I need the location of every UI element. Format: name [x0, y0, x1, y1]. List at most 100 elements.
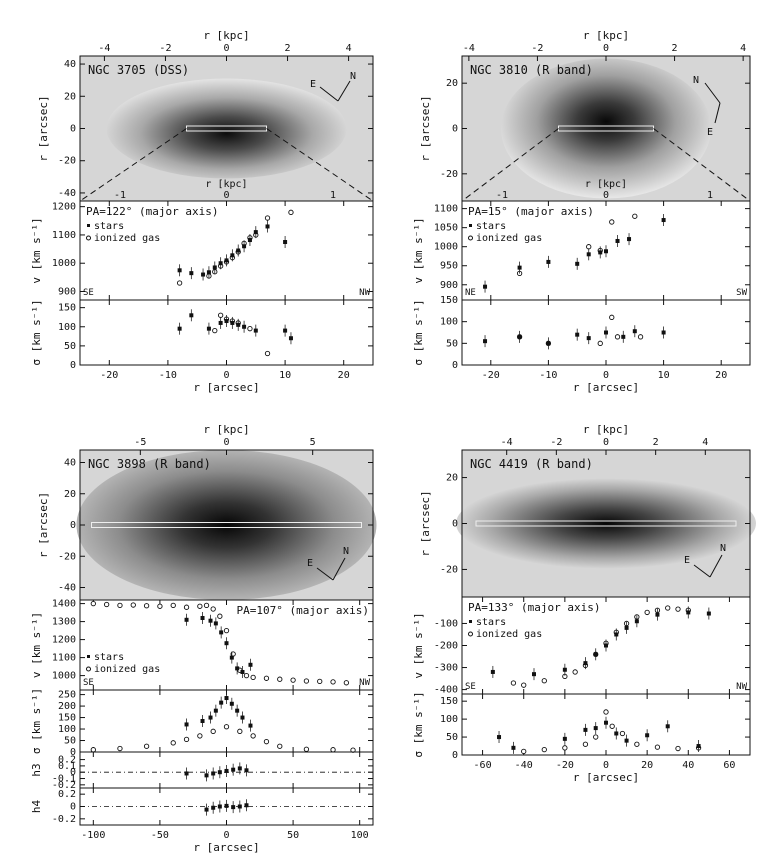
inner-tick-label: 0	[223, 190, 229, 201]
side-label-right: SW	[736, 288, 747, 298]
gas-sigma-point	[521, 748, 527, 755]
sigma-y-axis-label: σ [km s⁻¹]	[412, 691, 425, 757]
velocity-y-tick-label: 1100	[52, 230, 76, 241]
gas-sigma-point	[330, 747, 336, 753]
galaxy-image	[106, 78, 347, 179]
top-tick-label: -2	[159, 43, 171, 54]
star-velocity-point	[583, 661, 588, 666]
image-y-tick-label: -20	[440, 564, 458, 575]
gas-sigma-point	[609, 314, 615, 320]
gas-velocity-point	[609, 219, 615, 225]
gas-velocity-point	[675, 606, 681, 612]
star-velocity-point	[615, 238, 620, 243]
star-sigma-point	[248, 723, 253, 728]
sigma-y-tick-label: 150	[58, 303, 76, 314]
x-axis-label: r [arcsec]	[573, 771, 639, 784]
compass-arrow	[693, 564, 711, 578]
star-sigma-point	[665, 724, 670, 729]
legend-gas-marker	[86, 235, 91, 241]
star-sigma-point	[224, 319, 229, 324]
star-velocity-point	[200, 616, 205, 620]
image-y-tick-label: 40	[64, 59, 76, 70]
velocity-y-tick-label: 1300	[52, 617, 76, 628]
legend-gas-label: ionized gas	[94, 233, 160, 244]
star-sigma-point	[236, 322, 241, 327]
star-sigma-point	[696, 744, 701, 749]
star-sigma-point	[242, 324, 247, 329]
velocity-y-tick-label: 1000	[52, 258, 76, 269]
image-y-axis-label: r [arcsec]	[37, 492, 50, 558]
top-tick-label: 0	[603, 43, 609, 54]
h4-y-tick-label: 0.2	[58, 789, 76, 800]
projection-line	[266, 128, 374, 202]
gas-velocity-point	[644, 609, 650, 616]
image-y-axis-label: r [arcsec]	[419, 95, 432, 161]
velocity-y-tick-label: 1200	[52, 635, 76, 646]
gas-sigma-point	[90, 747, 96, 753]
x-tick-label: 20	[641, 760, 653, 771]
star-sigma-point	[483, 339, 488, 344]
star-velocity-point	[218, 261, 223, 266]
star-velocity-point	[208, 618, 213, 623]
gas-sigma-point	[619, 730, 626, 737]
inner-tick-label: -1	[496, 190, 508, 201]
gas-velocity-point	[665, 605, 671, 611]
galaxy-image	[501, 58, 711, 199]
star-sigma-point	[229, 701, 234, 706]
gas-sigma-point	[593, 734, 599, 740]
gas-sigma-point	[210, 728, 216, 734]
compass-arrow	[332, 557, 346, 581]
h3-point	[231, 767, 236, 772]
top-tick-label: -4	[501, 437, 513, 448]
image-y-tick-label: 20	[446, 473, 458, 484]
velocity-y-tick-label: 900	[58, 287, 76, 298]
star-velocity-point	[490, 669, 495, 674]
h4-point	[204, 807, 209, 812]
gas-velocity-point	[264, 215, 271, 221]
sigma-frame	[79, 299, 374, 366]
side-label-right: NW	[736, 682, 747, 692]
side-label-right: NW	[359, 288, 370, 298]
sigma-y-tick-label: 200	[58, 701, 76, 712]
star-velocity-point	[242, 244, 247, 249]
velocity-y-tick-label: 1000	[434, 242, 458, 253]
x-tick-label: 20	[715, 370, 727, 381]
galaxy-name-label: NGC 3705 (DSS)	[88, 63, 189, 77]
x-tick-label: 50	[287, 830, 299, 841]
projection-line	[653, 128, 751, 202]
gas-velocity-point	[176, 280, 183, 286]
star-sigma-point	[511, 745, 516, 750]
x-tick-label: 0	[223, 830, 229, 841]
h3-y-tick-label: 0	[70, 767, 76, 778]
gas-velocity-point	[90, 600, 96, 607]
top-tick-label: 0	[223, 43, 229, 54]
top-tick-label: -5	[134, 437, 146, 448]
gas-velocity-point	[210, 606, 216, 612]
star-velocity-point	[546, 259, 551, 264]
gas-sigma-point	[634, 741, 640, 747]
side-label-left: SE	[83, 288, 94, 298]
gas-sigma-point	[143, 743, 150, 749]
compass-label: E	[707, 127, 713, 138]
sigma-y-axis-label: σ [km s⁻¹]	[30, 299, 43, 365]
velocity-y-axis-label: v [km s⁻¹]	[30, 217, 43, 283]
legend-gas-marker	[468, 235, 473, 241]
x-tick-label: -100	[81, 830, 105, 841]
galaxy-name-label: NGC 3810 (R band)	[470, 63, 593, 77]
x-tick-label: 10	[658, 370, 670, 381]
gas-sigma-point	[217, 312, 224, 318]
star-velocity-point	[230, 253, 235, 258]
sigma-y-tick-label: 100	[440, 714, 458, 725]
gas-velocity-point	[290, 677, 296, 683]
star-sigma-point	[586, 336, 591, 341]
gas-sigma-point	[597, 340, 603, 346]
pa-label: PA=107° (major axis)	[237, 604, 369, 617]
gas-sigma-point	[603, 709, 609, 715]
gas-velocity-point	[143, 603, 150, 609]
h4-y-axis-label: h4	[30, 800, 43, 814]
x-tick-label: 10	[279, 370, 291, 381]
legend-stars-marker	[87, 224, 90, 227]
star-velocity-point	[224, 641, 229, 646]
pa-label: PA=15° (major axis)	[468, 205, 594, 218]
top-axis-label: r [kpc]	[583, 423, 629, 436]
